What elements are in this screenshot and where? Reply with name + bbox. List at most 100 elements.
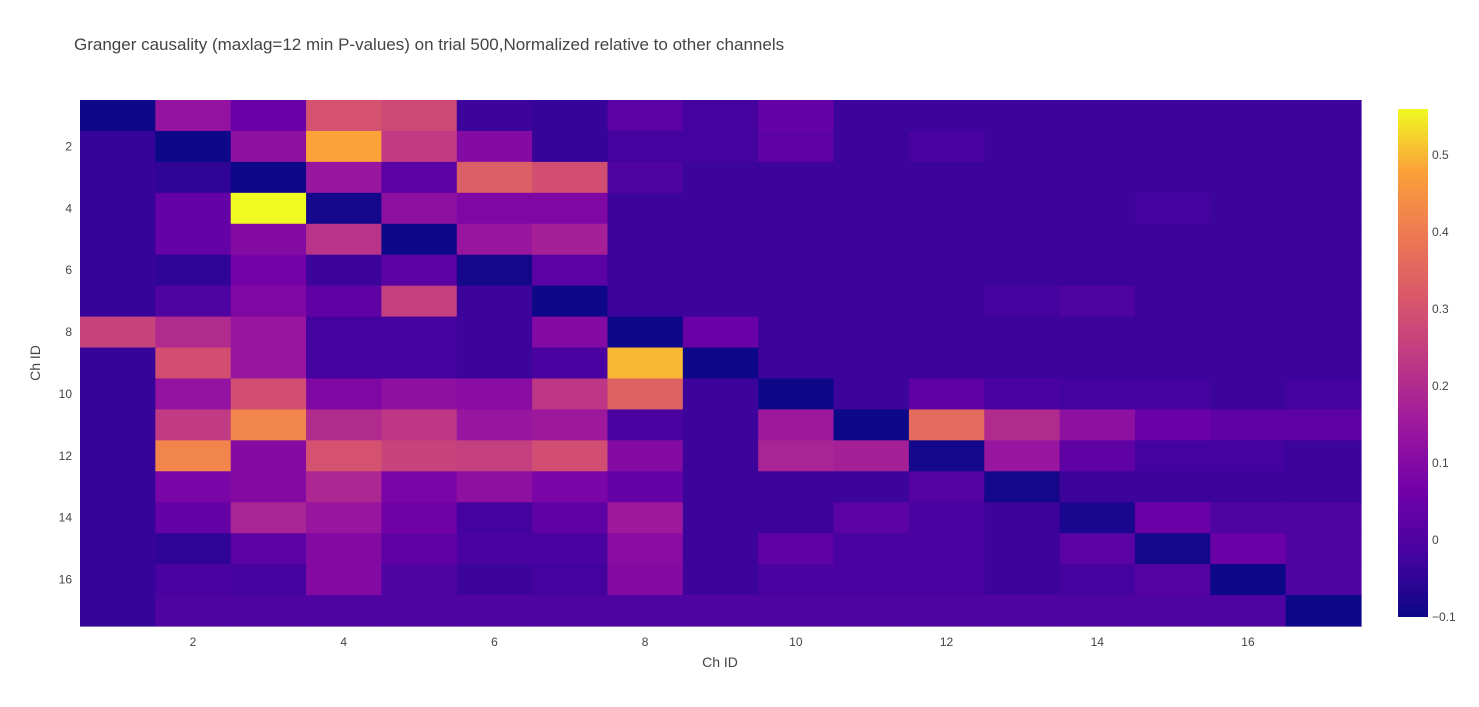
heatmap-cell [80, 533, 156, 565]
x-axis-ticks: 2 4 6 8 10 12 14 16 [190, 635, 1255, 649]
heatmap-cell [833, 223, 910, 256]
y-tick-label: 10 [59, 387, 73, 401]
heatmap-cell [984, 409, 1061, 441]
colorbar-tick-label: −0.1 [1432, 610, 1456, 624]
colorbar-tick-label: 0.3 [1432, 302, 1449, 316]
heatmap-cell [984, 440, 1061, 472]
heatmap-cell [456, 564, 533, 596]
heatmap-cell [532, 471, 609, 503]
x-tick-label: 2 [190, 635, 197, 649]
heatmap-cell [833, 502, 910, 534]
y-axis-ticks: 2 4 6 8 10 12 14 16 [59, 139, 73, 586]
heatmap-cell [456, 130, 533, 163]
heatmap-cell [833, 564, 910, 596]
heatmap-cell [155, 347, 232, 380]
heatmap-cell [682, 378, 759, 411]
heatmap-cell [456, 100, 533, 132]
heatmap-cell [456, 502, 533, 534]
heatmap-cell [306, 409, 383, 441]
heatmap-cell [607, 564, 684, 596]
heatmap-cell [758, 223, 835, 256]
x-tick-label: 14 [1091, 635, 1105, 649]
heatmap-cell [682, 564, 759, 596]
heatmap-cell [1285, 347, 1362, 380]
heatmap-cell [306, 192, 383, 225]
x-tick-label: 8 [642, 635, 649, 649]
heatmap-cell [1285, 285, 1362, 318]
heatmap-cell [381, 440, 458, 472]
heatmap-cell [456, 254, 533, 287]
y-tick-label: 4 [65, 201, 72, 215]
heatmap-cell [381, 100, 458, 132]
heatmap-cell [532, 409, 609, 441]
heatmap-cell [758, 285, 835, 318]
heatmap-cell [607, 347, 684, 380]
y-tick-label: 2 [65, 139, 72, 153]
heatmap-cell [833, 192, 910, 225]
heatmap-cell [758, 192, 835, 225]
x-tick-label: 16 [1241, 635, 1255, 649]
heatmap-cell [984, 471, 1061, 503]
heatmap-cell [306, 285, 383, 318]
heatmap-cell [230, 100, 307, 132]
heatmap-cell [155, 440, 232, 472]
heatmap-cell [532, 347, 609, 380]
heatmap-cell [984, 285, 1061, 318]
heatmap-cell [1210, 161, 1287, 194]
heatmap-cell [1134, 440, 1211, 472]
heatmap-cell [607, 161, 684, 194]
heatmap-cell [230, 347, 307, 380]
heatmap-cell [230, 409, 307, 441]
heatmap-cell [1134, 564, 1211, 596]
heatmap-cell [1210, 254, 1287, 287]
heatmap-cell [80, 347, 156, 380]
heatmap-cell [80, 316, 156, 349]
heatmap-cell [306, 564, 383, 596]
heatmap-cell [1059, 533, 1136, 565]
heatmap-cell [1210, 192, 1287, 225]
heatmap-cell [80, 502, 156, 534]
heatmap-cell [1059, 502, 1136, 534]
y-tick-label: 14 [59, 511, 73, 525]
heatmap-cell [80, 595, 156, 627]
heatmap-cell [1285, 100, 1362, 132]
heatmap-cell [1134, 409, 1211, 441]
heatmap-cell [80, 223, 156, 256]
heatmap-cell [607, 192, 684, 225]
heatmap-cell [456, 595, 533, 627]
heatmap-cell [984, 192, 1061, 225]
heatmap-cell [1285, 440, 1362, 472]
heatmap-cell [833, 100, 910, 132]
heatmap-cell [155, 192, 232, 225]
chart-title: Granger causality (maxlag=12 min P-value… [74, 35, 784, 54]
heatmap-cell [758, 347, 835, 380]
heatmap-cell [1134, 223, 1211, 256]
heatmap-cell [607, 254, 684, 287]
heatmap-cell [833, 440, 910, 472]
heatmap-cell [984, 254, 1061, 287]
heatmap-cell [833, 471, 910, 503]
heatmap-cell [758, 316, 835, 349]
heatmap-cell [381, 316, 458, 349]
heatmap-cell [908, 192, 985, 225]
heatmap-cell [1210, 440, 1287, 472]
heatmap-cell [758, 161, 835, 194]
heatmap-cell [1285, 471, 1362, 503]
heatmap-cell [607, 471, 684, 503]
heatmap-cell [1134, 161, 1211, 194]
heatmap-cell [607, 285, 684, 318]
heatmap-cell [532, 533, 609, 565]
heatmap-cell [1285, 409, 1362, 441]
heatmap-cell [682, 285, 759, 318]
heatmap-cell [306, 316, 383, 349]
heatmap-cell [456, 409, 533, 441]
heatmap-cell [1210, 100, 1287, 132]
heatmap-cell [682, 595, 759, 627]
heatmap-cell [682, 100, 759, 132]
heatmap-cell [1210, 471, 1287, 503]
heatmap-cell [1285, 223, 1362, 256]
heatmap-cell [908, 409, 985, 441]
heatmap-cell [80, 285, 156, 318]
heatmap-cell [908, 440, 985, 472]
heatmap-cell [1134, 316, 1211, 349]
